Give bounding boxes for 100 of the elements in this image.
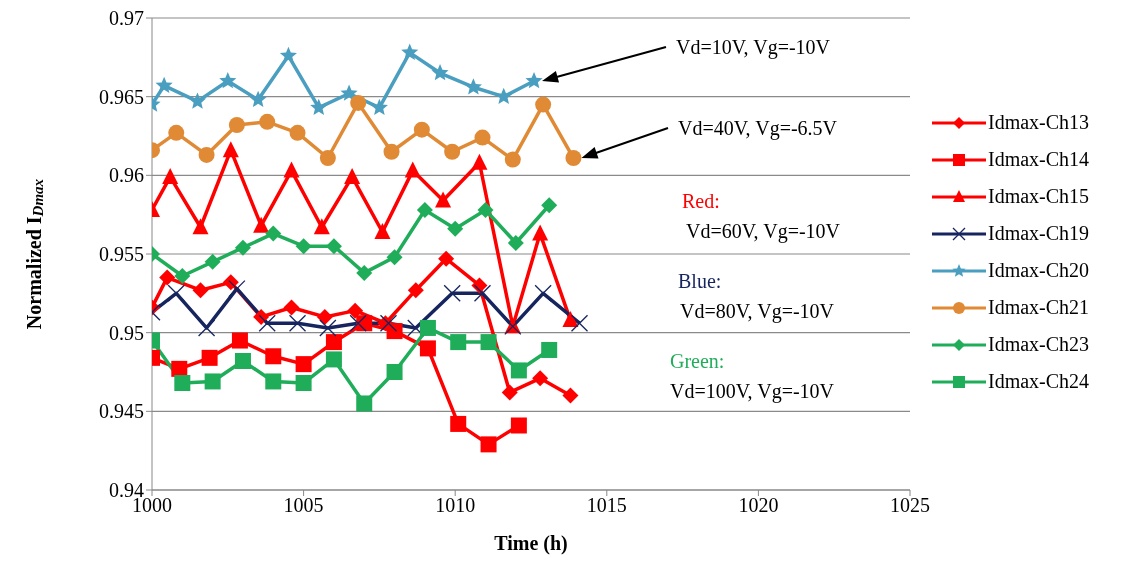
x-tick-label: 1020 [738, 494, 779, 517]
annotation: Green: [670, 350, 725, 372]
point [535, 96, 552, 113]
point [222, 274, 239, 291]
point [471, 277, 488, 294]
point [222, 141, 239, 158]
point [192, 218, 209, 235]
point [532, 370, 549, 387]
point [450, 334, 467, 351]
annotation: Vd=10V, Vg=-10V [676, 36, 831, 59]
point [501, 384, 518, 401]
point [383, 143, 400, 160]
annotation: Blue: [678, 270, 722, 292]
point [283, 161, 300, 178]
x-axis-title: Time (h) [494, 532, 568, 555]
point [444, 143, 461, 160]
y-tick-label: 0.95 [109, 321, 144, 344]
point [265, 373, 282, 390]
point [198, 146, 215, 163]
point [228, 116, 245, 133]
point [253, 308, 270, 325]
point [265, 225, 282, 242]
point [349, 314, 367, 332]
point [259, 113, 276, 130]
y-tick-label: 0.965 [99, 85, 144, 108]
point [477, 201, 494, 218]
point [249, 90, 267, 108]
point [159, 269, 176, 286]
y-tick-label: 0.945 [99, 400, 144, 423]
point [319, 319, 337, 337]
x-tick-label: 1010 [435, 494, 476, 517]
point [504, 151, 521, 168]
legend-label: Idmax-Ch13 [988, 110, 1090, 135]
point [379, 314, 398, 332]
point [204, 253, 221, 270]
point [419, 319, 436, 336]
point [562, 311, 579, 328]
point [188, 92, 207, 109]
y-tick-label: 0.96 [109, 164, 144, 187]
point [192, 282, 209, 299]
point [431, 64, 449, 81]
point [413, 121, 430, 138]
x-tick-label: 1015 [586, 494, 627, 517]
point [228, 279, 246, 298]
legend-label: Idmax-Ch23 [988, 332, 1090, 357]
point [443, 284, 461, 302]
point [219, 71, 237, 89]
point [167, 284, 185, 302]
annotation: Red: [682, 190, 720, 212]
point [283, 299, 300, 316]
y-tick-label: 0.97 [109, 7, 144, 30]
point [316, 308, 333, 325]
point [289, 124, 306, 141]
point [570, 314, 589, 332]
point [386, 364, 403, 380]
point [480, 436, 497, 453]
point [471, 153, 488, 170]
y-tick-label: 0.955 [99, 243, 144, 266]
point [162, 167, 179, 184]
point [313, 218, 330, 235]
point [401, 43, 419, 60]
point [419, 340, 436, 357]
point [344, 167, 361, 184]
point [204, 373, 221, 390]
legend-label: Idmax-Ch14 [988, 147, 1090, 172]
point [350, 94, 367, 111]
legend-label: Idmax-Ch20 [988, 258, 1090, 283]
point [174, 268, 191, 285]
point [565, 150, 582, 167]
point [510, 417, 527, 434]
annotation: Vd=100V, Vg=-10V [670, 380, 835, 403]
point [532, 224, 549, 241]
point [295, 356, 312, 373]
point [480, 334, 497, 351]
point [295, 238, 312, 255]
point [447, 220, 464, 237]
point [404, 161, 421, 178]
legend-label: Idmax-Ch24 [988, 369, 1090, 394]
point [288, 314, 307, 332]
point [541, 341, 558, 358]
point [464, 78, 482, 95]
point [279, 46, 297, 64]
legend-label: Idmax-Ch19 [988, 221, 1090, 246]
point [370, 98, 388, 115]
point [231, 332, 248, 349]
point [473, 284, 492, 302]
point [197, 319, 216, 337]
point [295, 375, 312, 392]
point [386, 323, 403, 340]
x-tick-label: 1005 [283, 494, 324, 517]
point [155, 76, 173, 93]
point [340, 84, 358, 101]
point [347, 302, 364, 319]
point [258, 314, 276, 332]
point [541, 197, 558, 214]
point [265, 348, 282, 365]
point [474, 129, 491, 146]
point [407, 282, 424, 299]
point [450, 415, 467, 432]
point [201, 349, 218, 366]
